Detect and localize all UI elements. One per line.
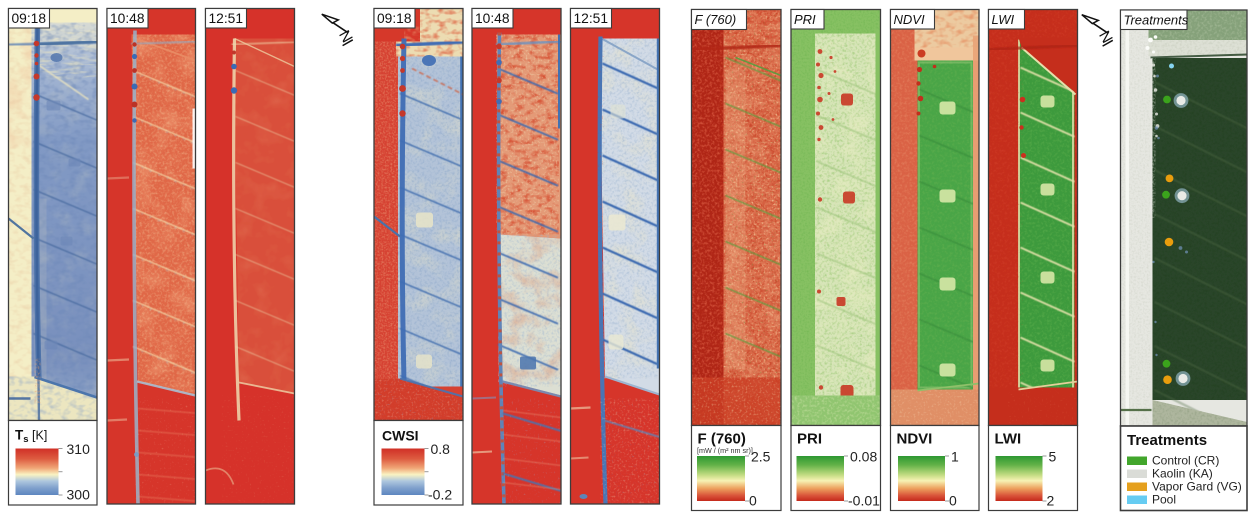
svg-text:LWI: LWI [995,431,1022,448]
svg-text:CWSI: CWSI [382,428,419,444]
svg-text:Vapor Gard (VG): Vapor Gard (VG) [1152,480,1242,494]
svg-text:10:48: 10:48 [475,11,510,26]
svg-text:12:51: 12:51 [574,11,609,26]
svg-text:1: 1 [951,449,959,465]
svg-text:NDVI: NDVI [894,12,925,27]
svg-text:0: 0 [749,493,757,509]
svg-text:Treatments: Treatments [1124,12,1189,27]
svg-text:PRI: PRI [794,12,816,27]
svg-text:NDVI: NDVI [897,431,933,448]
svg-text:300: 300 [67,487,91,503]
svg-text:LWI: LWI [992,12,1015,27]
svg-text:10:48: 10:48 [110,11,145,26]
svg-text:F (760): F (760) [695,12,737,27]
svg-text:0: 0 [949,493,957,509]
svg-text:F (760): F (760) [698,431,746,448]
svg-text:310: 310 [67,441,91,457]
svg-text:0.8: 0.8 [431,441,451,457]
svg-text:Kaolin (KA): Kaolin (KA) [1152,467,1213,481]
svg-text:2: 2 [1047,493,1055,509]
svg-text:PRI: PRI [797,431,822,448]
svg-text:Control (CR): Control (CR) [1152,454,1219,468]
svg-text:Treatments: Treatments [1127,432,1207,449]
svg-text:12:51: 12:51 [209,11,244,26]
svg-text:2.5: 2.5 [751,449,771,465]
svg-text:09:18: 09:18 [12,11,47,26]
svg-text:[mW / (m² nm sr)]: [mW / (m² nm sr)] [697,446,753,455]
svg-text:0.08: 0.08 [850,449,877,465]
svg-text:5: 5 [1049,449,1057,465]
svg-text:Pool: Pool [1152,493,1176,507]
svg-text:09:18: 09:18 [377,11,412,26]
svg-text:Ts [K]: Ts [K] [15,428,47,446]
svg-text:-0.01: -0.01 [848,493,880,509]
svg-text:-0.2: -0.2 [428,487,452,503]
